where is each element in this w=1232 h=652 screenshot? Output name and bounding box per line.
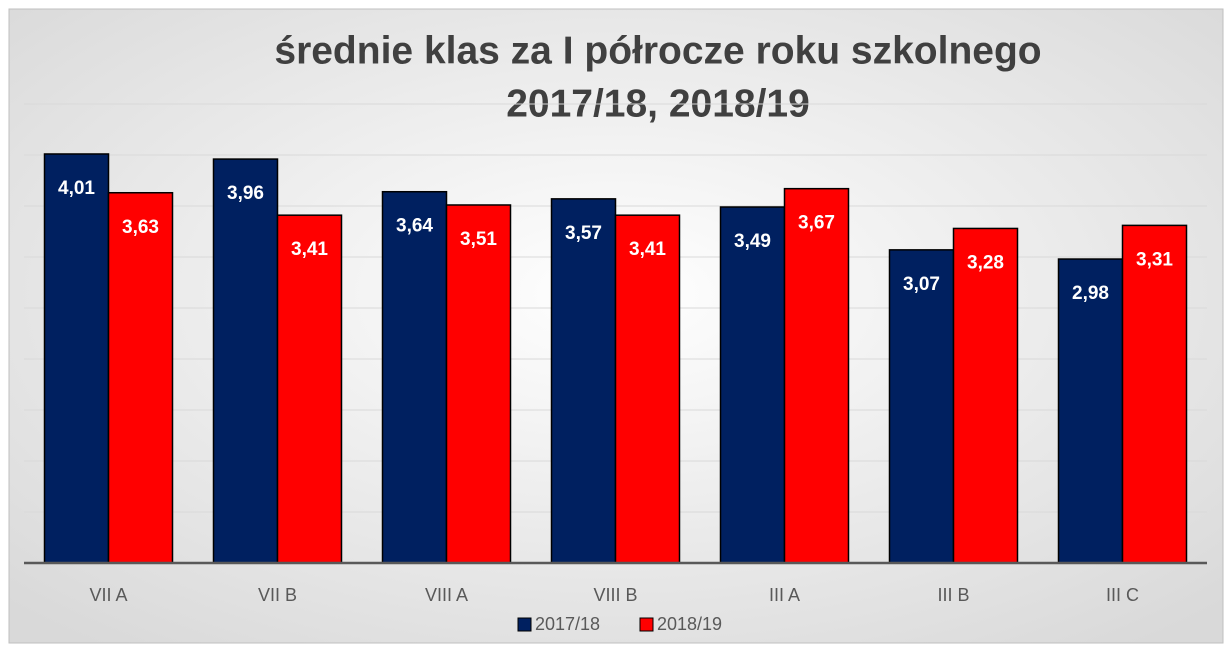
bar: [276, 214, 343, 564]
legend-label: 2017/18: [535, 614, 600, 634]
bar: [719, 206, 786, 564]
x-tick-label: III B: [937, 585, 969, 605]
bar: [107, 191, 174, 564]
data-label: 3,57: [565, 223, 602, 244]
x-tick-label: III C: [1106, 585, 1139, 605]
data-label: 2,98: [1072, 283, 1109, 304]
data-label: 3,41: [629, 239, 666, 260]
data-label: 3,51: [460, 229, 497, 250]
bar: [888, 249, 955, 564]
bar: [212, 158, 279, 564]
data-label: 3,63: [122, 217, 159, 238]
data-label: 3,31: [1136, 249, 1173, 270]
bar: [381, 190, 448, 564]
data-label: 3,64: [396, 216, 433, 237]
legend-swatch: [517, 617, 532, 632]
x-tick-label: VII A: [89, 585, 127, 605]
bar: [952, 227, 1019, 564]
bar: [614, 214, 681, 564]
data-label: 4,01: [58, 178, 95, 199]
data-label: 3,28: [967, 252, 1004, 273]
bar: [550, 198, 617, 564]
x-tick-label: VII B: [258, 585, 297, 605]
x-tick-label: VIII A: [425, 585, 468, 605]
bar: [445, 204, 512, 564]
bar: [43, 153, 110, 564]
data-label: 3,07: [903, 274, 940, 295]
bar: [783, 187, 850, 564]
bar: [1057, 258, 1124, 564]
x-tick-label: III A: [769, 585, 800, 605]
x-tick-label: VIII B: [593, 585, 637, 605]
data-label: 3,49: [734, 231, 771, 252]
legend-swatch: [639, 617, 654, 632]
data-label: 3,67: [798, 213, 835, 234]
chart-title: średnie klas za I półrocze roku szkolneg…: [274, 29, 1041, 72]
data-label: 3,41: [291, 239, 328, 260]
legend-label: 2018/19: [657, 614, 722, 634]
bar: [1121, 224, 1188, 564]
data-label: 3,96: [227, 183, 264, 204]
